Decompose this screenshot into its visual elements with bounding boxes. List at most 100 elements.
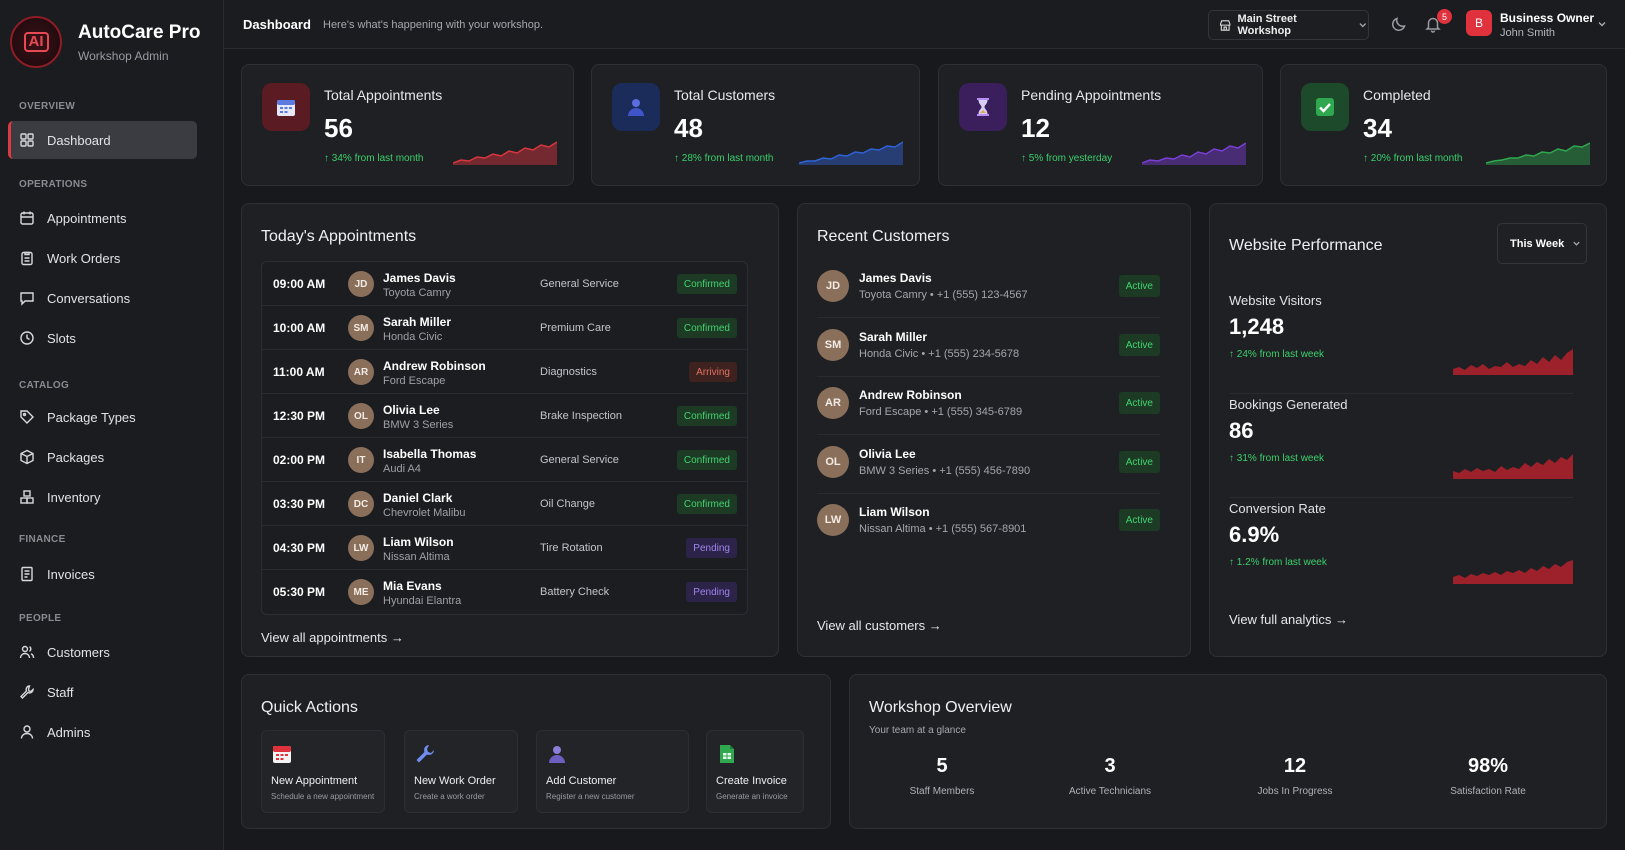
add-customer-button[interactable]: Add Customer Register a new customer (536, 730, 689, 813)
new-appointment-button[interactable]: New Appointment Schedule a new appointme… (261, 730, 385, 813)
sparkline-chart (1453, 454, 1573, 479)
customer-name: Daniel Clark (383, 491, 453, 505)
stat-card-pending-appointments[interactable]: Pending Appointments 12 ↑ 5% from yester… (938, 64, 1263, 186)
overview-title: Workshop Overview (869, 699, 1012, 716)
action-description: Generate an invoice (716, 792, 788, 801)
stat-icon-wrap (1301, 83, 1349, 131)
table-row[interactable]: 02:00 PM IT Isabella Thomas Audi A4 Gene… (262, 438, 747, 482)
sidebar-item-dashboard[interactable]: Dashboard (8, 121, 197, 159)
list-item[interactable]: OL Olivia Lee BMW 3 Series • +1 (555) 45… (817, 437, 1160, 494)
sidebar-item-packages[interactable]: Packages (8, 438, 197, 476)
nav-section-operations: OPERATIONS (19, 179, 88, 190)
sidebar-item-inventory[interactable]: Inventory (8, 478, 197, 516)
customer-meta: Nissan Altima • +1 (555) 567-8901 (859, 523, 1027, 535)
chevron-down-icon[interactable] (1597, 19, 1607, 29)
bell-icon[interactable] (1424, 15, 1442, 33)
quick-actions-card: Quick Actions New Appointment Schedule a… (241, 674, 831, 829)
stat-icon-wrap (612, 83, 660, 131)
avatar: OL (817, 446, 849, 478)
stat-icon-wrap (262, 83, 310, 131)
table-row[interactable]: 12:30 PM OL Olivia Lee BMW 3 Series Brak… (262, 394, 747, 438)
stat-card-total-customers[interactable]: Total Customers 48 ↑ 28% from last month (591, 64, 920, 186)
user-icon (20, 725, 34, 739)
stat-card-total-appointments[interactable]: Total Appointments 56 ↑ 34% from last mo… (241, 64, 574, 186)
create-invoice-button[interactable]: Create Invoice Generate an invoice (706, 730, 804, 813)
status-badge: Confirmed (676, 274, 737, 294)
list-item[interactable]: AR Andrew Robinson Ford Escape • +1 (555… (817, 378, 1160, 435)
stat-label: Total Appointments (324, 87, 443, 103)
service: Diagnostics (540, 366, 597, 378)
table-row[interactable]: 03:30 PM DC Daniel Clark Chevrolet Malib… (262, 482, 747, 526)
customer-meta: BMW 3 Series • +1 (555) 456-7890 (859, 465, 1031, 477)
sidebar-item-invoices[interactable]: Invoices (8, 555, 197, 593)
sidebar-item-customers[interactable]: Customers (8, 633, 197, 671)
metric-conversion-rate: Conversion Rate 6.9% ↑ 1.2% from last we… (1229, 501, 1573, 602)
stat-label: Completed (1363, 87, 1431, 103)
action-label: Add Customer (546, 775, 617, 787)
vehicle: Hyundai Elantra (383, 595, 462, 607)
list-item[interactable]: JD James Davis Toyota Camry • +1 (555) 1… (817, 261, 1160, 318)
customer-name: Mia Evans (383, 579, 442, 593)
brand[interactable]: AI AutoCare Pro Workshop Admin (10, 16, 200, 68)
sparkline-chart (1453, 349, 1573, 375)
customer-name: Sarah Miller (859, 330, 928, 344)
user-name[interactable]: John Smith (1500, 27, 1556, 39)
performance-title: Website Performance (1229, 237, 1383, 254)
sidebar-item-admins[interactable]: Admins (8, 713, 197, 751)
website-performance-card: Website Performance This Week Website Vi… (1209, 203, 1607, 657)
sidebar-item-label: Staff (47, 684, 74, 700)
sparkline-chart (1453, 560, 1573, 584)
sidebar-item-work-orders[interactable]: Work Orders (8, 239, 197, 277)
avatar: DC (348, 491, 374, 517)
moon-icon[interactable] (1390, 15, 1408, 33)
table-row[interactable]: 10:00 AM SM Sarah Miller Honda Civic Pre… (262, 306, 747, 350)
table-row[interactable]: 09:00 AM JD James Davis Toyota Camry Gen… (262, 262, 747, 306)
list-item[interactable]: SM Sarah Miller Honda Civic • +1 (555) 2… (817, 320, 1160, 377)
brand-subtitle: Workshop Admin (78, 48, 169, 63)
avatar[interactable]: B (1466, 10, 1492, 36)
customer-name: Andrew Robinson (383, 359, 486, 373)
table-row[interactable]: 05:30 PM ME Mia Evans Hyundai Elantra Ba… (262, 570, 747, 614)
user-role[interactable]: Business Owner (1500, 11, 1595, 25)
sidebar-item-appointments[interactable]: Appointments (8, 199, 197, 237)
view-all-customers-link[interactable]: View all customers → (817, 618, 942, 633)
sparkline-chart (453, 141, 557, 165)
boxes-icon (20, 490, 34, 504)
service: Oil Change (540, 498, 596, 510)
sidebar-item-staff[interactable]: Staff (8, 673, 197, 711)
chevron-down-icon (1573, 241, 1580, 246)
period-select-value: This Week (1510, 237, 1565, 250)
customer-name: Liam Wilson (383, 535, 454, 549)
tag-icon (20, 410, 34, 424)
sidebar-item-label: Invoices (47, 566, 95, 582)
period-select[interactable]: This Week (1497, 223, 1587, 264)
sidebar-item-label: Customers (47, 644, 110, 660)
avatar: SM (817, 329, 849, 361)
sidebar-item-slots[interactable]: Slots (8, 319, 197, 357)
workshop-select[interactable]: Main Street Workshop (1208, 10, 1369, 40)
sidebar-item-conversations[interactable]: Conversations (8, 279, 197, 317)
list-item[interactable]: LW Liam Wilson Nissan Altima • +1 (555) … (817, 495, 1160, 552)
customer-name: Olivia Lee (859, 447, 916, 461)
table-row[interactable]: 11:00 AM AR Andrew Robinson Ford Escape … (262, 350, 747, 394)
view-all-appointments-link[interactable]: View all appointments → (261, 630, 404, 645)
status-badge: Active (1118, 509, 1160, 531)
view-full-analytics-link[interactable]: View full analytics → (1229, 612, 1348, 627)
sidebar-item-package-types[interactable]: Package Types (8, 398, 197, 436)
avatar: LW (348, 535, 374, 561)
nav-section-overview: OVERVIEW (19, 101, 76, 112)
customer-name: James Davis (859, 271, 932, 285)
table-row[interactable]: 04:30 PM LW Liam Wilson Nissan Altima Ti… (262, 526, 747, 570)
stat-card-completed[interactable]: Completed 34 ↑ 20% from last month (1280, 64, 1607, 186)
vehicle: Nissan Altima (383, 551, 450, 563)
avatar: IT (348, 447, 374, 473)
new-work-order-button[interactable]: New Work Order Create a work order (404, 730, 518, 813)
sidebar-item-label: Appointments (47, 210, 127, 226)
quick-actions-title: Quick Actions (261, 699, 358, 716)
appointments-list: 09:00 AM JD James Davis Toyota Camry Gen… (261, 261, 748, 615)
user-icon (549, 746, 565, 763)
user-icon (628, 99, 644, 116)
appointment-time: 04:30 PM (273, 541, 326, 555)
stat-delta: ↑ 28% from last month (674, 153, 774, 164)
status-badge: Confirmed (676, 318, 737, 338)
